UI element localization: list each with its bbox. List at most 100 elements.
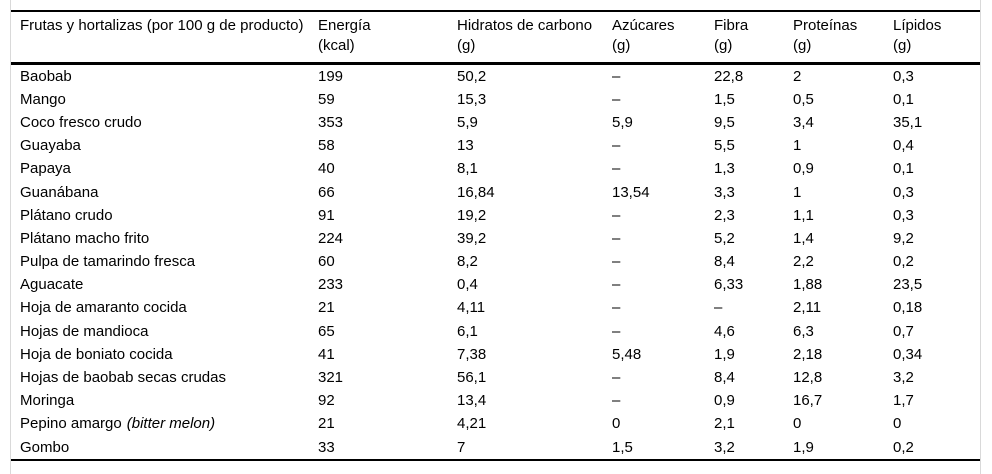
cell-energy: 33 <box>318 438 335 456</box>
cell-sugars: – <box>612 253 621 271</box>
cell-fiber: – <box>714 299 723 317</box>
cell-product-name: Papaya <box>11 158 309 181</box>
table-row: Pepino amargo (bitter melon) 21 4,21 0 2,… <box>11 413 980 436</box>
cell-energy: 199 <box>318 67 344 85</box>
col-header-sugars-label: Azúcares <box>612 17 675 34</box>
table-row: Guanábana 66 16,84 13,54 3,3 1 0,3 <box>11 181 980 204</box>
cell-lipids: 23,5 <box>893 276 923 294</box>
cell-product-name: Aguacate <box>11 274 309 297</box>
cell-protein: 6,3 <box>793 322 814 340</box>
cell-energy: 21 <box>318 299 335 317</box>
table-row: Plátano macho frito 224 39,2 – 5,2 1,4 9… <box>11 227 980 250</box>
cell-fiber: 1,3 <box>714 160 735 178</box>
cell-sugars: 5,48 <box>612 345 642 363</box>
table-row: Coco fresco crudo 353 5,9 5,9 9,5 3,4 35… <box>11 111 980 134</box>
col-header-energy: Energía (kcal) <box>309 11 448 65</box>
col-header-lipids-unit: (g) <box>893 37 912 54</box>
cell-sugars: 5,9 <box>612 113 633 131</box>
cell-fiber: 3,3 <box>714 183 735 201</box>
col-header-product-label: Frutas y hortalizas (por 100 g de produc… <box>20 17 304 34</box>
cell-product-name: Plátano crudo <box>11 204 309 227</box>
cell-lipids: 35,1 <box>893 113 923 131</box>
cell-protein: 0,5 <box>793 90 814 108</box>
cell-protein: 0 <box>793 415 802 433</box>
cell-protein: 1,4 <box>793 229 814 247</box>
cell-carbs: 19,2 <box>457 206 487 224</box>
cell-carbs: 7 <box>457 438 466 456</box>
product-name-text: Plátano macho frito <box>20 229 150 247</box>
cell-energy: 60 <box>318 253 335 271</box>
cell-fiber: 5,5 <box>714 137 735 155</box>
cell-protein: 1 <box>793 183 802 201</box>
col-header-energy-label: Energía <box>318 17 371 34</box>
cell-energy: 21 <box>318 415 335 433</box>
cell-lipids: 0,7 <box>893 322 914 340</box>
cell-energy: 92 <box>318 392 335 410</box>
cell-lipids: 0,4 <box>893 137 914 155</box>
col-header-fiber-label: Fibra <box>714 17 749 34</box>
col-header-energy-unit: (kcal) <box>318 37 355 54</box>
cell-energy: 321 <box>318 369 344 387</box>
cell-lipids: 0,1 <box>893 160 914 178</box>
cell-sugars: – <box>612 229 621 247</box>
cell-fiber: 22,8 <box>714 67 744 85</box>
col-header-fiber-unit: (g) <box>714 37 733 54</box>
col-header-protein-label: Proteínas <box>793 17 858 34</box>
col-header-sugars: Azúcares (g) <box>603 11 705 65</box>
table-row: Papaya 40 8,1 – 1,3 0,9 0,1 <box>11 158 980 181</box>
cell-sugars: 1,5 <box>612 438 633 456</box>
product-name-text: Aguacate <box>20 276 84 294</box>
cell-protein: 2,18 <box>793 345 823 363</box>
table-row: Baobab 199 50,2 – 22,8 2 0,3 <box>11 64 980 89</box>
cell-product-name: Moringa <box>11 390 309 413</box>
cell-sugars: – <box>612 160 621 178</box>
cell-product-name: Coco fresco crudo <box>11 111 309 134</box>
cell-carbs: 7,38 <box>457 345 487 363</box>
table-row: Aguacate 233 0,4 – 6,33 1,88 23,5 <box>11 274 980 297</box>
cell-protein: 12,8 <box>793 369 823 387</box>
cell-carbs: 8,1 <box>457 160 478 178</box>
cell-carbs: 15,3 <box>457 90 487 108</box>
product-name-text: Plátano crudo <box>20 206 113 224</box>
col-header-carbs-label: Hidratos de carbono <box>457 17 593 34</box>
cell-carbs: 4,21 <box>457 415 487 433</box>
cell-protein: 2,11 <box>793 299 822 317</box>
cell-protein: 1,1 <box>793 206 814 224</box>
col-header-carbs: Hidratos de carbono (g) <box>448 11 603 65</box>
cell-sugars: – <box>612 392 621 410</box>
col-header-protein: Proteínas (g) <box>784 11 884 65</box>
product-name-text: Mango <box>20 90 66 108</box>
nutrition-table: Frutas y hortalizas (por 100 g de produc… <box>11 10 980 462</box>
cell-energy: 233 <box>318 276 344 294</box>
cell-lipids: 0,3 <box>893 67 914 85</box>
cell-fiber: 3,2 <box>714 438 735 456</box>
col-header-lipids: Lípidos (g) <box>884 11 980 65</box>
col-header-sugars-unit: (g) <box>612 37 631 54</box>
product-name-text: Guayaba <box>20 137 81 155</box>
cell-sugars: – <box>612 67 621 85</box>
table-row: Mango 59 15,3 – 1,5 0,5 0,1 <box>11 88 980 111</box>
cell-product-name: Pulpa de tamarindo fresca <box>11 251 309 274</box>
cell-product-name: Gombo <box>11 436 309 460</box>
cell-fiber: 2,1 <box>714 415 735 433</box>
cell-carbs: 4,11 <box>457 299 486 317</box>
cell-energy: 65 <box>318 322 335 340</box>
product-name-text: Pepino amargo <box>20 415 122 433</box>
product-name-text: Papaya <box>20 160 71 178</box>
col-header-fiber: Fibra (g) <box>705 11 784 65</box>
cell-energy: 353 <box>318 113 344 131</box>
cell-carbs: 13 <box>457 137 474 155</box>
cell-lipids: 0,2 <box>893 253 914 271</box>
cell-lipids: 0,3 <box>893 206 914 224</box>
cell-lipids: 0,1 <box>893 90 914 108</box>
cell-lipids: 0 <box>893 415 902 433</box>
table-body: Baobab 199 50,2 – 22,8 2 0,3 Mango 59 15… <box>11 64 980 461</box>
cell-product-name: Baobab <box>11 64 309 89</box>
cell-protein: 3,4 <box>793 113 814 131</box>
cell-sugars: – <box>612 137 621 155</box>
cell-energy: 59 <box>318 90 335 108</box>
table-row: Hojas de baobab secas crudas 321 56,1 – … <box>11 366 980 389</box>
table-row: Guayaba 58 13 – 5,5 1 0,4 <box>11 135 980 158</box>
cell-product-name: Pepino amargo (bitter melon) <box>11 413 309 436</box>
product-name-italic-text: (bitter melon) <box>126 415 216 433</box>
